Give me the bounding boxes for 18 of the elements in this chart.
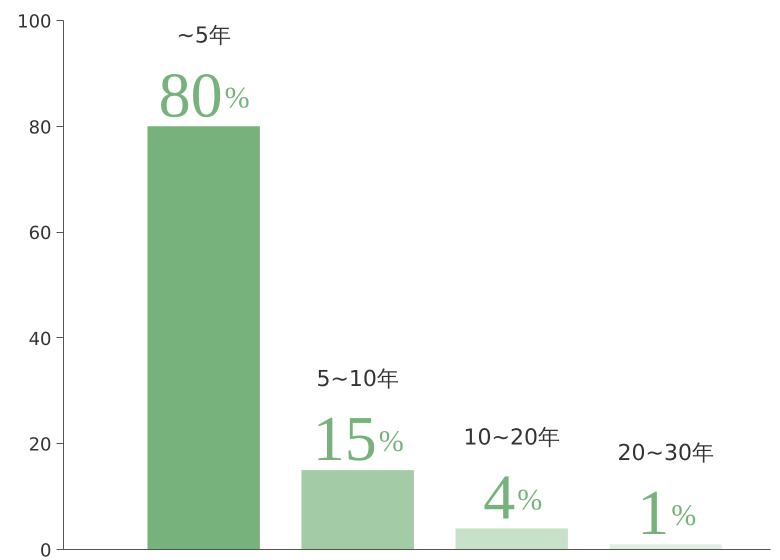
data-label: 15% xyxy=(312,403,404,474)
bar xyxy=(301,470,414,550)
data-label: 1% xyxy=(637,477,696,548)
bar xyxy=(610,544,722,550)
y-tick-label: 80 xyxy=(28,117,52,138)
x-tick-label: ~5年 xyxy=(176,23,231,48)
bar xyxy=(456,528,568,550)
data-label: 4% xyxy=(483,461,542,532)
y-tick-label: 100 xyxy=(17,12,52,32)
data-label: 80% xyxy=(158,59,250,130)
bar xyxy=(147,126,260,550)
x-tick-label: 10~20年 xyxy=(464,425,560,450)
y-tick-label: 40 xyxy=(28,328,52,350)
y-tick-label: 0 xyxy=(40,540,52,560)
x-tick-label: 20~30年 xyxy=(618,441,714,466)
x-tick-label: 5~10年 xyxy=(316,367,399,392)
y-tick-label: 60 xyxy=(28,223,52,244)
y-tick-label: 20 xyxy=(28,434,52,456)
